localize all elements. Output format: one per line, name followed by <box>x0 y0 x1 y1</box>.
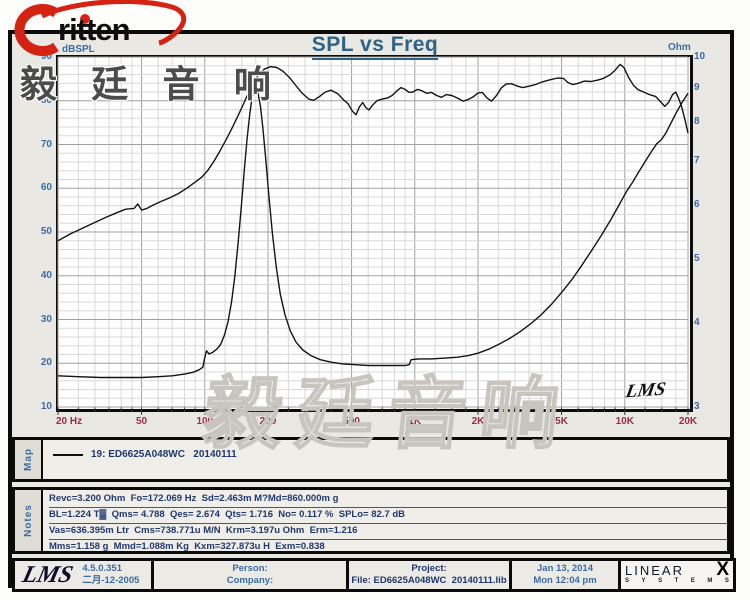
linearx-word: LINEAR <box>625 562 684 578</box>
map-panel-body: 19: ED6625A048WC 20140111 <box>43 440 727 479</box>
lms-signature: LMS <box>623 378 668 403</box>
y-left-tick: 50 <box>40 226 52 237</box>
notes-line: BL=1.224 T▓ Qms= 4.788 Qes= 2.674 Qts= 1… <box>49 508 727 524</box>
y-right-tick: 4 <box>694 317 700 329</box>
y-right-tick: 6 <box>694 199 700 211</box>
notes-line: Vas=636.395m Ltr Cms=738.771u M/N Krm=3.… <box>49 524 727 540</box>
app-version-date: 二月-12-2005 <box>82 575 140 586</box>
report-date: Jan 13, 2014 <box>537 563 593 574</box>
brand-name: ritten <box>58 12 130 47</box>
x-tick: 500 <box>343 416 360 427</box>
y-left-tick: 30 <box>40 313 52 325</box>
project-label: Project: <box>411 563 447 574</box>
y-left-tick: 40 <box>40 269 52 281</box>
notes-line: Mms=1.158 g Mmd=1.088m Kg Kxm=327.873u H… <box>49 540 727 551</box>
page-title: SPL vs Freq <box>0 33 750 60</box>
x-tick: 5K <box>555 416 568 427</box>
y-right-tick: 3 <box>694 401 700 412</box>
x-tick: 10K <box>615 416 634 427</box>
footer-person-cell: Person: Company: <box>154 561 349 589</box>
y-left-tick: 60 <box>40 182 52 194</box>
chart-curves <box>57 63 689 379</box>
x-tick: 50 <box>136 416 148 427</box>
app-version: 4.5.0.351 <box>82 563 122 574</box>
y-left-tick: 70 <box>40 138 52 150</box>
notes-panel-header: Notes <box>15 490 43 551</box>
notes-panel-body: Revc=3.200 Ohm Fo=172.069 Hz Sd=2.463m M… <box>43 490 727 551</box>
footer-version-cell: LMS 4.5.0.351 二月-12-2005 <box>15 561 154 589</box>
brand-cjk-watermark: 毅 廷 音 响 <box>20 64 283 105</box>
legend-text: 19: ED6625A048WC 20140111 <box>91 449 237 460</box>
file-label: File: ED6625A048WC 20140111.lib <box>351 575 507 586</box>
y-right-tick: 7 <box>694 154 700 166</box>
linearx-x: X <box>716 558 729 580</box>
eritten-logo: ritten <box>12 0 192 56</box>
x-tick: 200 <box>259 416 277 427</box>
y-left-tick: 90 <box>40 51 52 62</box>
map-panel-header: Map <box>15 440 43 479</box>
x-tick: 100 <box>196 416 214 427</box>
footer-project-cell: Project: File: ED6625A048WC 20140111.lib <box>349 561 512 589</box>
x-tick: 20 Hz <box>56 416 83 427</box>
chart-grid <box>57 56 689 415</box>
x-tick: 20K <box>678 416 698 427</box>
plot-area <box>56 55 693 412</box>
company-label: Company: <box>226 575 274 586</box>
y-right-tick: 10 <box>694 51 706 62</box>
y-left-tick: 10 <box>40 401 52 412</box>
report-time: Mon 12:04 pm <box>533 575 597 586</box>
lms-logo: LMS <box>19 562 76 588</box>
legend-line-swatch <box>53 453 83 456</box>
footer-datetime-cell: Jan 13, 2014 Mon 12:04 pm <box>512 561 621 589</box>
y-right-tick: 5 <box>694 252 700 264</box>
y-left-tick: 80 <box>40 94 52 106</box>
y-right-tick: 9 <box>694 81 700 93</box>
left-axis-title: dBSPL <box>62 44 95 55</box>
legend: 19: ED6625A048WC 20140111 <box>53 449 237 460</box>
notes-line: Revc=3.200 Ohm Fo=172.069 Hz Sd=2.463m M… <box>49 492 727 508</box>
footer-bar: LMS 4.5.0.351 二月-12-2005 Person: Company… <box>12 558 736 592</box>
x-tick: 1K <box>408 416 422 427</box>
x-tick: 2K <box>471 416 485 427</box>
right-axis-title: Ohm <box>668 42 691 53</box>
brand-swoosh-icon <box>14 0 187 56</box>
y-left-tick: 20 <box>40 357 52 369</box>
y-right-tick: 8 <box>694 115 700 127</box>
person-label: Person: <box>232 563 268 574</box>
map-panel: Map 19: ED6625A048WC 20140111 <box>12 437 730 482</box>
notes-panel: Notes Revc=3.200 Ohm Fo=172.069 Hz Sd=2.… <box>12 487 730 554</box>
